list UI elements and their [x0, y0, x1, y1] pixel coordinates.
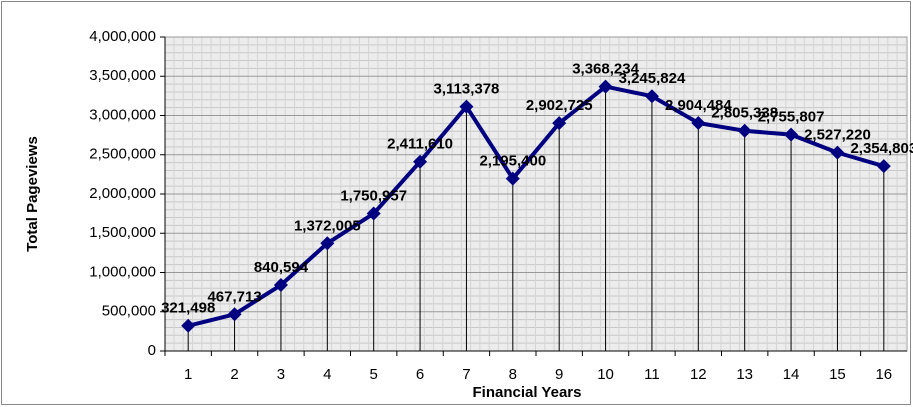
data-label: 321,498	[161, 300, 215, 317]
x-tick-label: 9	[555, 366, 563, 383]
data-label: 2,902,725	[526, 97, 593, 114]
x-tick-label: 11	[644, 366, 660, 383]
data-label: 1,750,957	[340, 188, 407, 205]
point	[366, 206, 381, 221]
x-tick-label: 16	[875, 366, 892, 383]
point	[227, 307, 242, 322]
point	[459, 99, 474, 114]
y-tick-label: 4,000,000	[89, 28, 156, 45]
data-label: 2,195,400	[479, 153, 546, 170]
y-tick-label: 3,500,000	[89, 67, 156, 84]
point	[598, 79, 613, 94]
x-axis-title: Financial Years	[473, 384, 582, 401]
y-tick-label: 1,500,000	[89, 224, 156, 241]
x-tick-label: 4	[323, 366, 331, 383]
data-label: 840,594	[254, 259, 309, 276]
point	[413, 154, 428, 169]
x-tick-label: 15	[829, 366, 846, 383]
data-label: 3,245,824	[619, 70, 686, 87]
x-tick-label: 8	[509, 366, 517, 383]
data-label: 1,372,005	[294, 217, 361, 234]
point	[320, 236, 335, 251]
y-tick-label: 2,000,000	[89, 185, 156, 202]
x-tick-label: 5	[370, 366, 378, 383]
y-axis-title: Total Pageviews	[24, 136, 41, 252]
point	[737, 123, 752, 138]
point	[644, 89, 659, 104]
data-label: 2,411,610	[387, 136, 453, 153]
data-label: 2,354,803	[850, 140, 913, 157]
x-tick-label: 1	[184, 366, 192, 383]
x-tick-label: 6	[416, 366, 424, 383]
point	[181, 318, 196, 333]
series-line	[187, 84, 885, 328]
point	[876, 159, 891, 174]
y-tick-label: 1,000,000	[89, 263, 156, 280]
y-tick-label: 0	[148, 342, 156, 359]
y-tick-label: 3,000,000	[89, 106, 156, 123]
data-label: 2,755,807	[758, 109, 825, 126]
y-tick-label: 500,000	[102, 303, 156, 320]
point	[552, 116, 567, 131]
data-label: 3,368,234	[572, 61, 639, 78]
point	[505, 171, 520, 186]
x-tick-label: 13	[736, 366, 753, 383]
point	[691, 115, 706, 130]
y-tick-label: 2,500,000	[89, 146, 156, 163]
x-tick-label: 10	[597, 366, 614, 383]
data-label: 2,805,338	[711, 105, 778, 122]
x-tick-label: 14	[783, 366, 800, 383]
point	[273, 278, 288, 293]
data-label: 2,904,484	[665, 97, 732, 114]
point	[784, 127, 799, 142]
data-label: 467,713	[207, 288, 261, 305]
x-tick-label: 7	[462, 366, 470, 383]
data-label: 2,527,220	[804, 127, 871, 144]
x-tick-label: 3	[277, 366, 285, 383]
point	[830, 145, 845, 160]
data-label: 3,113,378	[433, 81, 499, 98]
x-tick-label: 12	[690, 366, 707, 383]
x-tick-label: 2	[230, 366, 238, 383]
